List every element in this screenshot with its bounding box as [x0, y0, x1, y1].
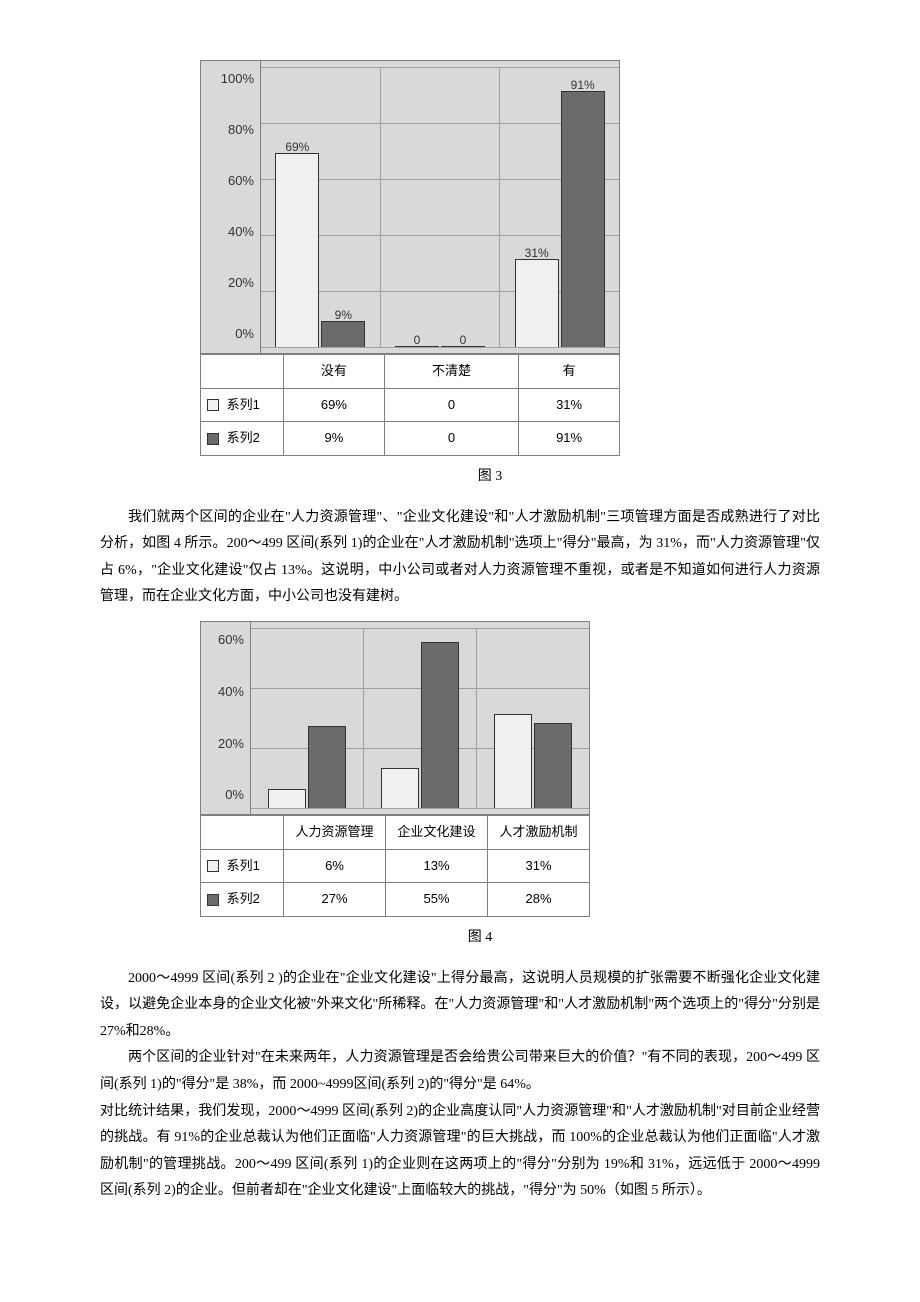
bar: [268, 789, 306, 808]
chart-3-table: 没有不清楚有 系列169%031% 系列29%091%: [200, 354, 620, 456]
bar: 91%: [561, 91, 605, 347]
chart-4-plot-area: 60% 40% 20% 0%: [200, 621, 590, 815]
chart-4-plot: [251, 622, 589, 814]
paragraph-4: 对比统计结果，我们发现，2000～4999 区间(系列 2)的企业高度认同"人力…: [100, 1099, 820, 1205]
bar: 31%: [515, 259, 559, 347]
bar: [534, 723, 572, 808]
ytick: 20%: [218, 732, 244, 757]
bar: 0: [395, 346, 439, 347]
bar: 9%: [321, 321, 365, 347]
ytick: 100%: [221, 67, 254, 92]
chart-3: 100% 80% 60% 40% 20% 0% 69%9% 00 31%91% 没有…: [200, 60, 620, 456]
bar: [421, 642, 459, 808]
chart-4: 60% 40% 20% 0% 人力资源管理企业文化建设人才激励机制 系列16%1…: [200, 621, 590, 917]
ytick: 20%: [228, 271, 254, 296]
bar: [308, 726, 346, 808]
chart-3-caption: 图 3: [160, 464, 820, 491]
ytick: 0%: [225, 783, 244, 808]
paragraph-2: 2000～4999 区间(系列 2 )的企业在"企业文化建设"上得分最高，这说明…: [100, 966, 820, 1046]
ytick: 60%: [228, 169, 254, 194]
paragraph-3: 两个区间的企业针对"在未来两年，人力资源管理是否会给贵公司带来巨大的价值？"有不…: [100, 1045, 820, 1098]
bar: 69%: [275, 153, 319, 347]
chart-4-caption: 图 4: [140, 925, 820, 952]
chart-3-yaxis: 100% 80% 60% 40% 20% 0%: [201, 61, 261, 353]
bar: 0: [441, 346, 485, 347]
ytick: 80%: [228, 118, 254, 143]
chart-4-table: 人力资源管理企业文化建设人才激励机制 系列16%13%31% 系列227%55%…: [200, 815, 590, 917]
bar: [494, 714, 532, 808]
ytick: 40%: [218, 680, 244, 705]
chart-3-plot-area: 100% 80% 60% 40% 20% 0% 69%9% 00 31%91%: [200, 60, 620, 354]
ytick: 0%: [235, 322, 254, 347]
bar: [381, 768, 419, 808]
chart-3-plot: 69%9% 00 31%91%: [261, 61, 619, 353]
ytick: 40%: [228, 220, 254, 245]
chart-4-yaxis: 60% 40% 20% 0%: [201, 622, 251, 814]
ytick: 60%: [218, 628, 244, 653]
paragraph-1: 我们就两个区间的企业在"人力资源管理"、"企业文化建设"和"人才激励机制"三项管…: [100, 505, 820, 611]
